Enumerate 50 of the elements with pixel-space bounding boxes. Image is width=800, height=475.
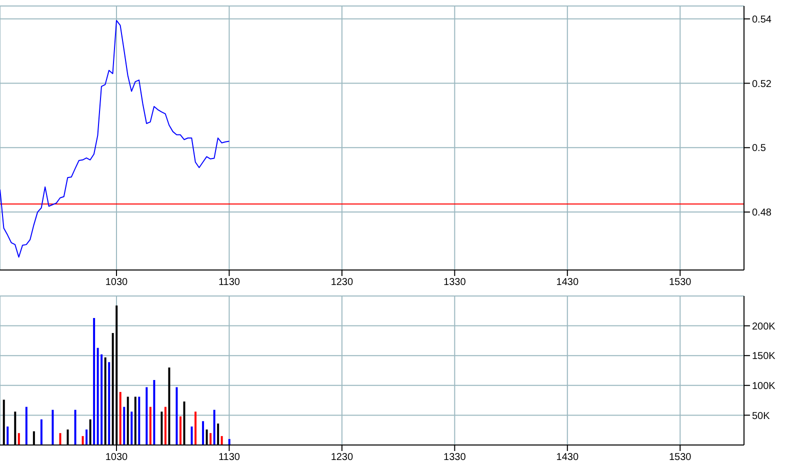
x-tick-label: 1330: [444, 277, 466, 288]
bar: [25, 406, 28, 445]
bar: [119, 392, 122, 445]
bar: [153, 380, 156, 445]
bar: [96, 348, 99, 445]
x-tick-label: 1430: [556, 277, 579, 288]
bar: [123, 406, 126, 445]
bar: [202, 421, 204, 445]
bar: [40, 419, 42, 445]
bar: [190, 426, 193, 445]
bar: [74, 410, 76, 445]
y-tick-label: 50K: [752, 410, 770, 422]
bar: [213, 410, 216, 445]
bar: [149, 406, 152, 445]
y-tick-label: 150K: [752, 351, 776, 362]
bar: [18, 433, 20, 445]
bar: [59, 433, 62, 445]
bar: [6, 426, 9, 445]
bar: [108, 362, 110, 445]
x-tick-label: 1230: [330, 277, 354, 288]
bar: [86, 430, 88, 445]
x-tick-label: 1130: [218, 277, 240, 288]
bar: [210, 433, 212, 445]
x-tick-label: 1430: [556, 452, 579, 464]
line-series: [0, 20, 230, 258]
bar: [93, 318, 96, 445]
bar: [130, 412, 133, 445]
bar: [138, 396, 140, 445]
x-tick-label: 1230: [330, 452, 354, 464]
bar: [164, 406, 166, 445]
y-tick-label: 0.48: [752, 208, 772, 219]
bar: [220, 436, 223, 445]
x-tick-label: 1130: [218, 452, 240, 464]
x-tick-label: 1530: [668, 452, 692, 464]
x-tick-label: 1030: [105, 277, 128, 288]
y-tick-label: 0.5: [752, 143, 766, 154]
bar: [82, 436, 84, 445]
y-tick-label: 100K: [752, 380, 776, 392]
bar: [146, 387, 148, 445]
bar: [194, 412, 197, 445]
y-tick-label: 0.54: [752, 14, 772, 26]
bar: [176, 387, 178, 445]
bar: [228, 439, 230, 445]
x-tick-label: 1330: [444, 452, 466, 464]
x-tick-label: 1030: [105, 452, 128, 464]
bar: [52, 410, 54, 445]
bar: [179, 416, 182, 445]
x-tick-label: 1530: [668, 277, 692, 288]
y-tick-label: 200K: [752, 321, 776, 332]
y-tick-label: 0.52: [752, 78, 772, 90]
